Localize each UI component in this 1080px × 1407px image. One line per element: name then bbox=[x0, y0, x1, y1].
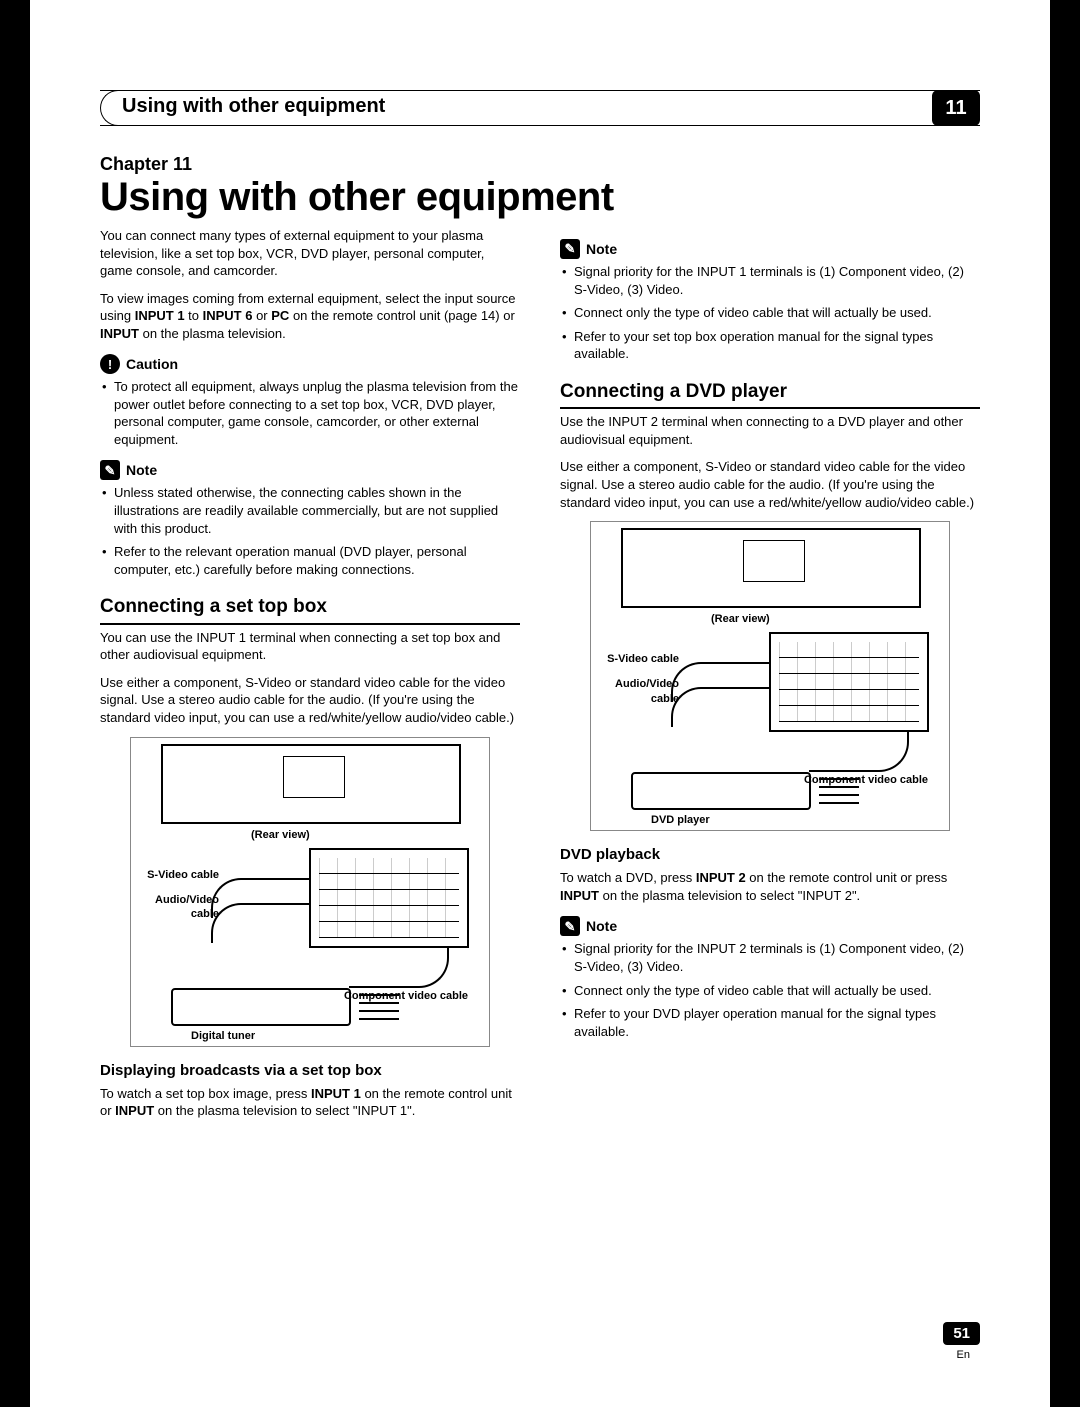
dvd-sub-heading: DVD playback bbox=[560, 845, 980, 865]
caution-label: Caution bbox=[126, 355, 178, 374]
stb-sub-d: INPUT bbox=[115, 1103, 154, 1118]
diagram-plugs bbox=[819, 778, 859, 804]
note2-label: Note bbox=[586, 240, 617, 259]
diagram-component-label: Component video cable bbox=[331, 989, 481, 1004]
dvd-p2: Use either a component, S-Video or stand… bbox=[560, 458, 980, 511]
diagram-av-label: Audio/Video cable bbox=[139, 893, 219, 923]
stb-p2: Use either a component, S-Video or stand… bbox=[100, 674, 520, 727]
diagram-device-label: DVD player bbox=[651, 813, 710, 828]
stb-sub-heading: Displaying broadcasts via a set top box bbox=[100, 1061, 520, 1081]
binding-bar-left bbox=[0, 0, 30, 1407]
banner-cap bbox=[100, 90, 118, 126]
intro-p2-d: INPUT 6 bbox=[203, 308, 253, 323]
note2-item-2: Refer to your set top box operation manu… bbox=[574, 328, 980, 363]
dvd-heading: Connecting a DVD player bbox=[560, 379, 980, 410]
intro-p2-c: to bbox=[185, 308, 203, 323]
diagram-terminal-panel bbox=[309, 848, 469, 948]
caution-callout: ! Caution bbox=[100, 354, 520, 374]
note1-label: Note bbox=[126, 461, 157, 480]
stb-sub-a: To watch a set top box image, press bbox=[100, 1086, 311, 1101]
note3-item-1: Connect only the type of video cable tha… bbox=[574, 982, 980, 1000]
dvd-p1: Use the INPUT 2 terminal when connecting… bbox=[560, 413, 980, 448]
diagram-cable-av bbox=[671, 687, 771, 727]
dvd-sub-text: To watch a DVD, press INPUT 2 on the rem… bbox=[560, 869, 980, 904]
diagram-cable-component bbox=[809, 732, 909, 772]
diagram-svideo-label: S-Video cable bbox=[599, 652, 679, 667]
caution-list: To protect all equipment, always unplug … bbox=[100, 378, 520, 448]
note2-callout: ✎ Note bbox=[560, 239, 980, 259]
language-code: En bbox=[957, 1349, 970, 1361]
chapter-banner: Using with other equipment 11 bbox=[100, 90, 980, 126]
note3-label: Note bbox=[586, 917, 617, 936]
diagram-tv-rear bbox=[161, 744, 461, 824]
intro-p2-b: INPUT 1 bbox=[135, 308, 185, 323]
note3-callout: ✎ Note bbox=[560, 916, 980, 936]
dvd-sub-a: To watch a DVD, press bbox=[560, 870, 696, 885]
diagram-plugs bbox=[359, 994, 399, 1020]
intro-p2-h: INPUT bbox=[100, 326, 139, 341]
diagram-cable-av bbox=[211, 903, 311, 943]
intro-p2-f: PC bbox=[271, 308, 289, 323]
caution-icon: ! bbox=[100, 354, 120, 374]
note-icon: ✎ bbox=[560, 916, 580, 936]
right-column: ✎ Note Signal priority for the INPUT 1 t… bbox=[560, 227, 980, 1130]
intro-p1: You can connect many types of external e… bbox=[100, 227, 520, 280]
caution-item-0: To protect all equipment, always unplug … bbox=[114, 378, 520, 448]
diagram-component-label: Component video cable bbox=[791, 773, 941, 788]
page-number: 51 bbox=[943, 1322, 980, 1345]
dvd-sub-c: on the remote control unit or press bbox=[746, 870, 948, 885]
diagram-av-label: Audio/Video cable bbox=[599, 677, 679, 707]
diagram-device-box bbox=[631, 772, 811, 810]
diagram-rear-label: (Rear view) bbox=[251, 828, 310, 843]
two-column-layout: You can connect many types of external e… bbox=[100, 227, 980, 1130]
note-icon: ✎ bbox=[100, 460, 120, 480]
binding-bar-right bbox=[1050, 0, 1080, 1407]
stb-heading: Connecting a set top box bbox=[100, 594, 520, 625]
note3-item-0: Signal priority for the INPUT 2 terminal… bbox=[574, 940, 980, 975]
note1-item-0: Unless stated otherwise, the connecting … bbox=[114, 484, 520, 537]
note1-item-1: Refer to the relevant operation manual (… bbox=[114, 543, 520, 578]
diagram-cable-component bbox=[349, 948, 449, 988]
note2-item-0: Signal priority for the INPUT 1 terminal… bbox=[574, 263, 980, 298]
dvd-diagram: (Rear view) S-Video cable Audio/Video ca… bbox=[590, 521, 950, 831]
intro-p2-i: on the plasma television. bbox=[139, 326, 286, 341]
note3-list: Signal priority for the INPUT 2 terminal… bbox=[560, 940, 980, 1040]
note-icon: ✎ bbox=[560, 239, 580, 259]
diagram-terminal-panel bbox=[769, 632, 929, 732]
diagram-device-box bbox=[171, 988, 351, 1026]
stb-sub-e: on the plasma television to select "INPU… bbox=[154, 1103, 415, 1118]
dvd-sub-b: INPUT 2 bbox=[696, 870, 746, 885]
dvd-sub-e: on the plasma television to select "INPU… bbox=[599, 888, 860, 903]
note1-callout: ✎ Note bbox=[100, 460, 520, 480]
stb-diagram: (Rear view) S-Video cable Audio/Video ca… bbox=[130, 737, 490, 1047]
diagram-rear-label: (Rear view) bbox=[711, 612, 770, 627]
diagram-device-label: Digital tuner bbox=[191, 1029, 255, 1044]
intro-p2: To view images coming from external equi… bbox=[100, 290, 520, 343]
stb-sub-b: INPUT 1 bbox=[311, 1086, 361, 1101]
stb-p1: You can use the INPUT 1 terminal when co… bbox=[100, 629, 520, 664]
chapter-label: Chapter 11 bbox=[100, 154, 980, 175]
stb-sub-text: To watch a set top box image, press INPU… bbox=[100, 1085, 520, 1120]
page-content: Using with other equipment 11 Chapter 11… bbox=[100, 90, 980, 1130]
note3-item-2: Refer to your DVD player operation manua… bbox=[574, 1005, 980, 1040]
diagram-tv-rear bbox=[621, 528, 921, 608]
banner-title: Using with other equipment bbox=[122, 95, 385, 118]
diagram-svideo-label: S-Video cable bbox=[139, 868, 219, 883]
left-column: You can connect many types of external e… bbox=[100, 227, 520, 1130]
note2-item-1: Connect only the type of video cable tha… bbox=[574, 304, 980, 322]
banner-rule-bottom bbox=[100, 125, 980, 126]
intro-p2-e: or bbox=[252, 308, 271, 323]
banner-chapter-number: 11 bbox=[932, 90, 980, 126]
dvd-sub-d: INPUT bbox=[560, 888, 599, 903]
note1-list: Unless stated otherwise, the connecting … bbox=[100, 484, 520, 578]
banner-rule-top bbox=[100, 90, 980, 91]
note2-list: Signal priority for the INPUT 1 terminal… bbox=[560, 263, 980, 363]
intro-p2-g: on the remote control unit (page 14) or bbox=[289, 308, 514, 323]
chapter-title: Using with other equipment bbox=[100, 177, 980, 217]
